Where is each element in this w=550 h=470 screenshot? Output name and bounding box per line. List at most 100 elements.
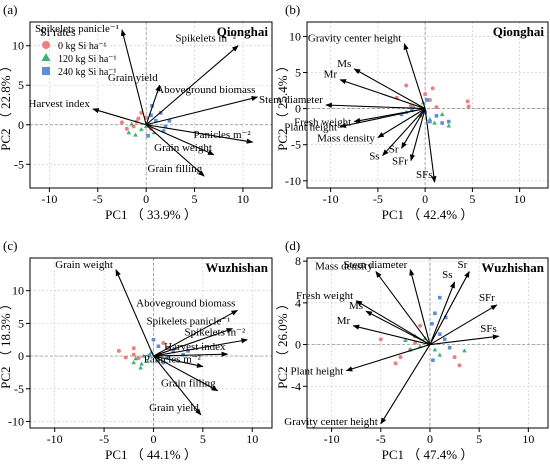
data-point-0kg <box>161 341 166 345</box>
loading-label: Sr <box>458 259 468 271</box>
panel-2: -10 -5 0 5 10 -10 -5 0 5 10 PC1 （ 42.4% ） PC2 （ 25.… <box>259 2 549 222</box>
loading-arrow <box>92 108 147 126</box>
loading-arrow <box>145 124 215 156</box>
data-point-240kg <box>431 358 435 363</box>
loading-arrow <box>145 84 161 125</box>
data-point-0kg <box>131 346 136 351</box>
y-tick-label: 5 <box>18 78 24 92</box>
loading-arrow <box>115 269 154 357</box>
data-point-0kg <box>452 355 457 360</box>
loading-arrow <box>153 328 234 357</box>
loading-arrow <box>409 268 431 345</box>
panel-label: (b) <box>285 2 300 17</box>
data-point-240kg <box>443 315 448 320</box>
y-tick-label: 0 <box>18 349 24 363</box>
loading-label: Harvest index <box>29 98 91 110</box>
data-point-0kg <box>404 83 409 88</box>
loading-label: Ss <box>369 151 379 163</box>
x-tick-label: -10 <box>324 432 340 446</box>
loading-label: Mr <box>337 315 351 327</box>
data-point-0kg <box>393 361 398 366</box>
data-point-0kg <box>131 352 136 357</box>
loading-label: Grain weight <box>154 142 212 154</box>
data-point-0kg <box>124 126 129 131</box>
loading-arrow <box>146 95 259 126</box>
loading-arrow <box>153 355 204 368</box>
x-axis-label: PC1 （ 47.4% ） <box>382 447 474 462</box>
loading-arrow <box>382 108 426 157</box>
loading-label: Harvest index <box>164 341 226 353</box>
loading-label: SFr <box>392 156 408 168</box>
data-point-240kg <box>150 103 154 108</box>
loading-label: Panicles m⁻² <box>194 129 252 141</box>
data-point-240kg <box>440 121 444 125</box>
panel-3: -10 -5 0 5 10 -10 -5 0 5 10 PC1 （ 44.1% ） PC2 （ 18.… <box>0 238 273 462</box>
legend-item-label: 240 kg Si ha⁻¹ <box>58 67 117 78</box>
y-tick-label: 5 <box>295 66 301 80</box>
loading-label: SFs <box>480 323 497 335</box>
data-point-120kg <box>139 127 144 132</box>
x-tick-label: 5 <box>476 432 482 446</box>
data-point-0kg <box>466 104 471 109</box>
data-point-240kg <box>161 129 166 133</box>
loading-arrow <box>429 270 470 345</box>
data-point-240kg <box>434 114 439 118</box>
y-tick-label: -5 <box>14 382 24 396</box>
data-point-240kg <box>156 344 161 349</box>
x-tick-label: -5 <box>93 192 103 206</box>
data-point-120kg <box>439 111 445 116</box>
loading-label: Plant height <box>290 366 343 378</box>
loading-label: Aboveground biomass <box>136 297 235 309</box>
loading-arrow <box>153 351 229 357</box>
y-tick-label: -10 <box>285 174 301 188</box>
data-point-240kg <box>430 321 434 326</box>
x-axis-label: PC1 （ 33.9% ） <box>105 207 197 222</box>
loading-arrow <box>429 304 498 346</box>
data-point-0kg <box>136 356 141 361</box>
loading-arrow <box>429 334 500 346</box>
loading-label: SFs <box>416 169 433 181</box>
loading-arrow <box>153 309 239 357</box>
loading-arrow <box>345 344 431 372</box>
loading-label: Spikelets m⁻² <box>185 327 246 339</box>
y-tick-label: 10 <box>289 29 301 43</box>
loading-label: Ms <box>349 300 363 312</box>
plot-frame <box>29 21 273 189</box>
x-tick-label: -10 <box>41 192 57 206</box>
data-point-0kg <box>423 92 428 97</box>
data-point-120kg <box>432 120 437 125</box>
data-point-0kg <box>418 323 423 328</box>
x-tick-label: -10 <box>47 432 63 446</box>
loading-label: Mr <box>324 69 338 81</box>
data-point-120kg <box>143 123 149 128</box>
y-tick-label: 4 <box>295 296 301 310</box>
data-point-120kg <box>133 132 138 137</box>
loading-label: Spikelets m⁻² <box>175 33 236 45</box>
panel-4: -10 -5 0 5 10 -4 0 4 8 PC1 （ 47.4% ） PC2 （ 26.0% ）… <box>275 238 549 462</box>
loading-label: Grain yield <box>149 402 199 414</box>
y-tick-label: 0 <box>18 118 24 132</box>
loading-label: Aboveground biomass <box>156 84 255 96</box>
data-point-0kg <box>136 116 141 121</box>
loading-label: SFr <box>479 292 495 304</box>
y-tick-label: -5 <box>14 157 24 171</box>
loading-arrow <box>145 45 239 126</box>
loading-arrow <box>145 124 205 177</box>
data-point-240kg <box>166 354 171 359</box>
loading-arrow <box>153 338 248 357</box>
data-point-120kg <box>131 360 137 365</box>
loading-arrow <box>401 108 426 149</box>
loading-label: Gravity center height <box>308 33 401 45</box>
y-tick-label: 0 <box>295 338 301 352</box>
data-point-120kg <box>403 337 408 342</box>
x-axis-label: PC1 （ 42.4% ） <box>382 207 474 222</box>
loading-arrow <box>380 344 431 425</box>
x-tick-label: 0 <box>427 432 433 446</box>
loading-arrow <box>409 108 426 162</box>
data-point-240kg <box>146 134 150 138</box>
data-point-240kg <box>149 113 153 118</box>
panel-label: (d) <box>285 238 300 253</box>
data-point-120kg <box>432 347 438 352</box>
x-tick-label: -5 <box>376 432 386 446</box>
legend-item-label: 120 kg Si ha⁻¹ <box>58 54 117 65</box>
